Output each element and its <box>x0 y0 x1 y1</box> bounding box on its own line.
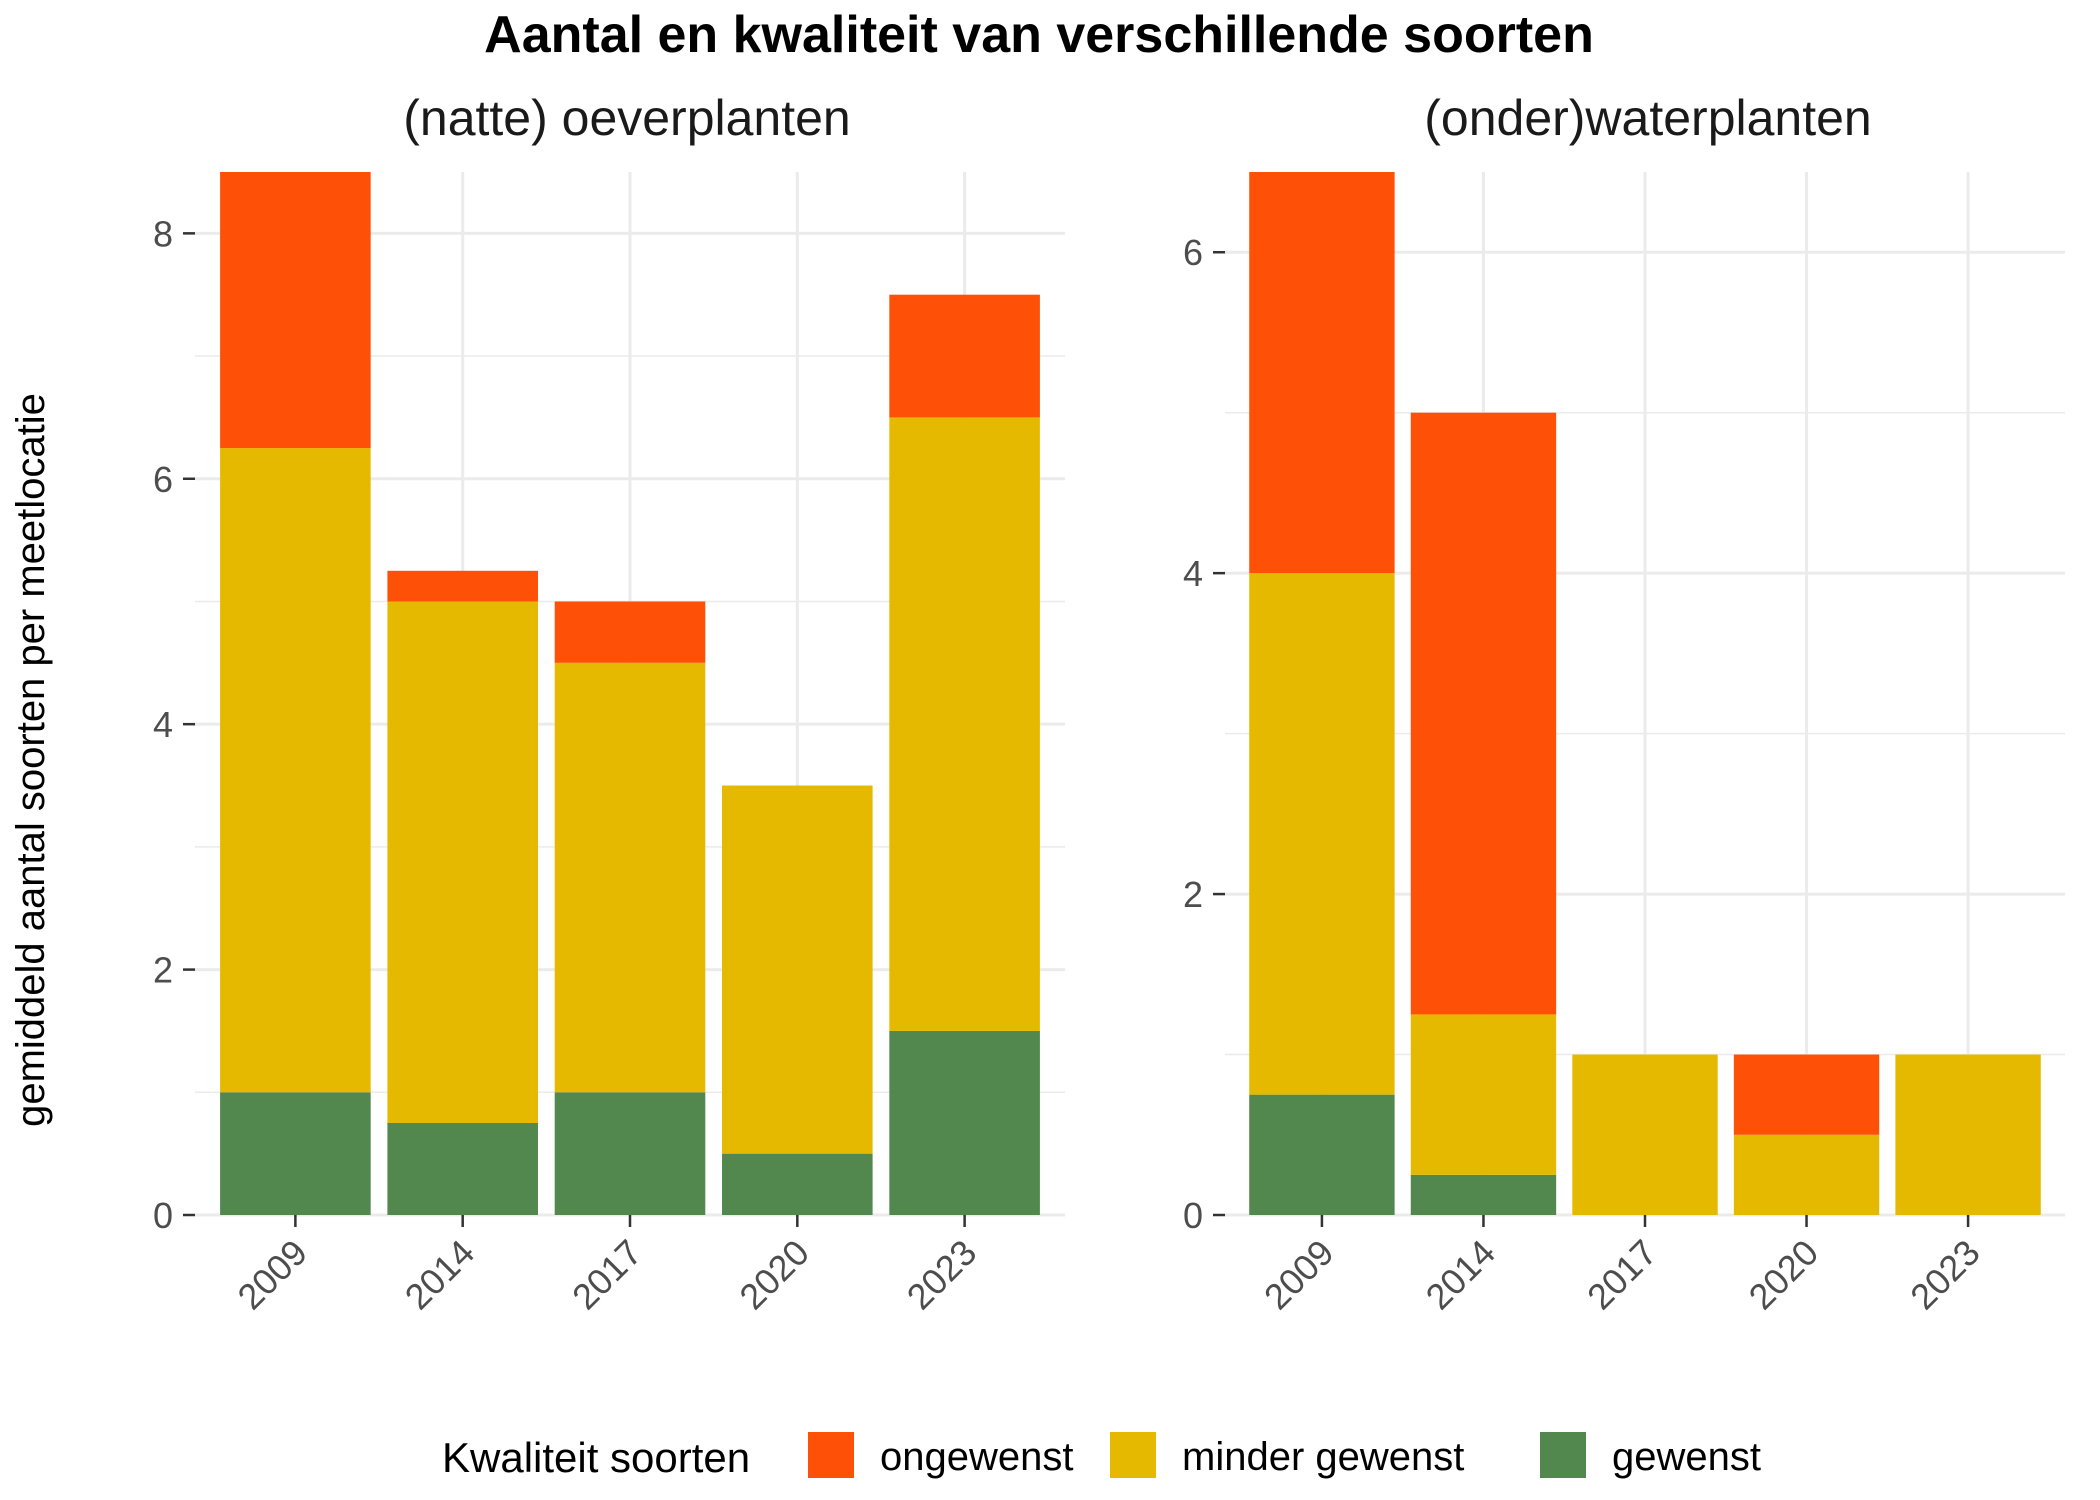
x-tick-label: 2023 <box>899 1232 985 1318</box>
legend-swatch <box>1540 1432 1586 1478</box>
x-axis: 2009 2014 2017 2020 2023 <box>1256 1215 1988 1317</box>
legend-label: minder gewenst <box>1182 1435 1464 1479</box>
bar-ongewenst-2020 <box>1733 1054 1880 1135</box>
x-tick-label: 2020 <box>731 1232 817 1318</box>
bars <box>220 172 1040 1215</box>
bar-minder-gewenst-2017 <box>1572 1054 1718 1215</box>
bar-gewenst-2020 <box>722 1153 873 1215</box>
legend-label: ongewenst <box>880 1435 1073 1479</box>
bar-minder-gewenst-2017 <box>554 662 706 1093</box>
legend-title: Kwaliteit soorten <box>442 1434 750 1481</box>
bar-gewenst-2009 <box>1249 1094 1395 1215</box>
x-tick-label: 2017 <box>564 1232 650 1318</box>
y-tick-label: 2 <box>1183 874 1203 915</box>
panel-title: (onder)waterplanten <box>1424 90 1872 146</box>
panel-1: (natte) oeverplanten 0 2 4 6 8 2009 2014 2017 202… <box>153 90 1065 1317</box>
bar-ongewenst-2023 <box>889 294 1040 418</box>
chart-title: Aantal en kwaliteit van verschillende so… <box>484 6 1594 64</box>
y-tick-label: 4 <box>1183 553 1203 594</box>
x-tick-label: 2014 <box>1417 1232 1503 1318</box>
x-tick-label: 2023 <box>1902 1232 1988 1318</box>
bar-minder-gewenst-2009 <box>1249 573 1395 1095</box>
bar-gewenst-2014 <box>1410 1174 1557 1215</box>
legend-label: gewenst <box>1612 1435 1761 1479</box>
bar-minder-gewenst-2020 <box>722 785 873 1154</box>
bar-minder-gewenst-2009 <box>220 448 371 1093</box>
bar-ongewenst-2009 <box>220 172 371 449</box>
bar-gewenst-2017 <box>554 1092 706 1215</box>
x-tick-label: 2020 <box>1741 1232 1827 1318</box>
bar-gewenst-2023 <box>889 1030 1040 1215</box>
bar-ongewenst-2009 <box>1249 172 1395 574</box>
x-axis: 2009 2014 2017 2020 2023 <box>229 1215 984 1317</box>
legend-swatch <box>808 1432 854 1478</box>
y-axis: 0 2 4 6 8 <box>153 213 195 1236</box>
x-tick-label: 2009 <box>1256 1232 1342 1318</box>
y-tick-label: 0 <box>1183 1195 1203 1236</box>
x-tick-label: 2017 <box>1579 1232 1665 1318</box>
bar-ongewenst-2017 <box>554 601 706 663</box>
bar-minder-gewenst-2023 <box>1895 1054 2041 1215</box>
legend-item-minder-gewenst: minder gewenst <box>1110 1432 1464 1479</box>
y-axis: 0 2 4 6 <box>1183 232 1225 1236</box>
legend-items: ongewenst minder gewenst gewenst <box>808 1432 1761 1479</box>
legend-swatch <box>1110 1432 1156 1478</box>
bar-minder-gewenst-2014 <box>387 601 538 1123</box>
y-tick-label: 2 <box>153 950 173 991</box>
legend-item-gewenst: gewenst <box>1540 1432 1761 1479</box>
bar-ongewenst-2014 <box>1410 412 1557 1015</box>
panel-title: (natte) oeverplanten <box>403 90 851 146</box>
y-tick-label: 4 <box>153 704 173 745</box>
y-tick-label: 0 <box>153 1195 173 1236</box>
legend-item-ongewenst: ongewenst <box>808 1432 1073 1479</box>
bar-minder-gewenst-2023 <box>889 417 1040 1031</box>
y-tick-label: 6 <box>153 459 173 500</box>
bar-minder-gewenst-2014 <box>1410 1014 1557 1175</box>
bar-gewenst-2014 <box>387 1122 538 1215</box>
bars <box>1249 172 2041 1215</box>
y-tick-label: 8 <box>153 213 173 254</box>
bar-minder-gewenst-2020 <box>1733 1134 1880 1215</box>
bar-ongewenst-2014 <box>387 570 538 602</box>
x-tick-label: 2009 <box>229 1232 315 1318</box>
bar-gewenst-2009 <box>220 1092 371 1215</box>
x-tick-label: 2014 <box>397 1232 483 1318</box>
legend: Kwaliteit soorten ongewenst minder gewens… <box>442 1432 1761 1481</box>
y-tick-label: 6 <box>1183 232 1203 273</box>
y-axis-label: gemiddeld aantal soorten per meetlocatie <box>9 393 53 1127</box>
